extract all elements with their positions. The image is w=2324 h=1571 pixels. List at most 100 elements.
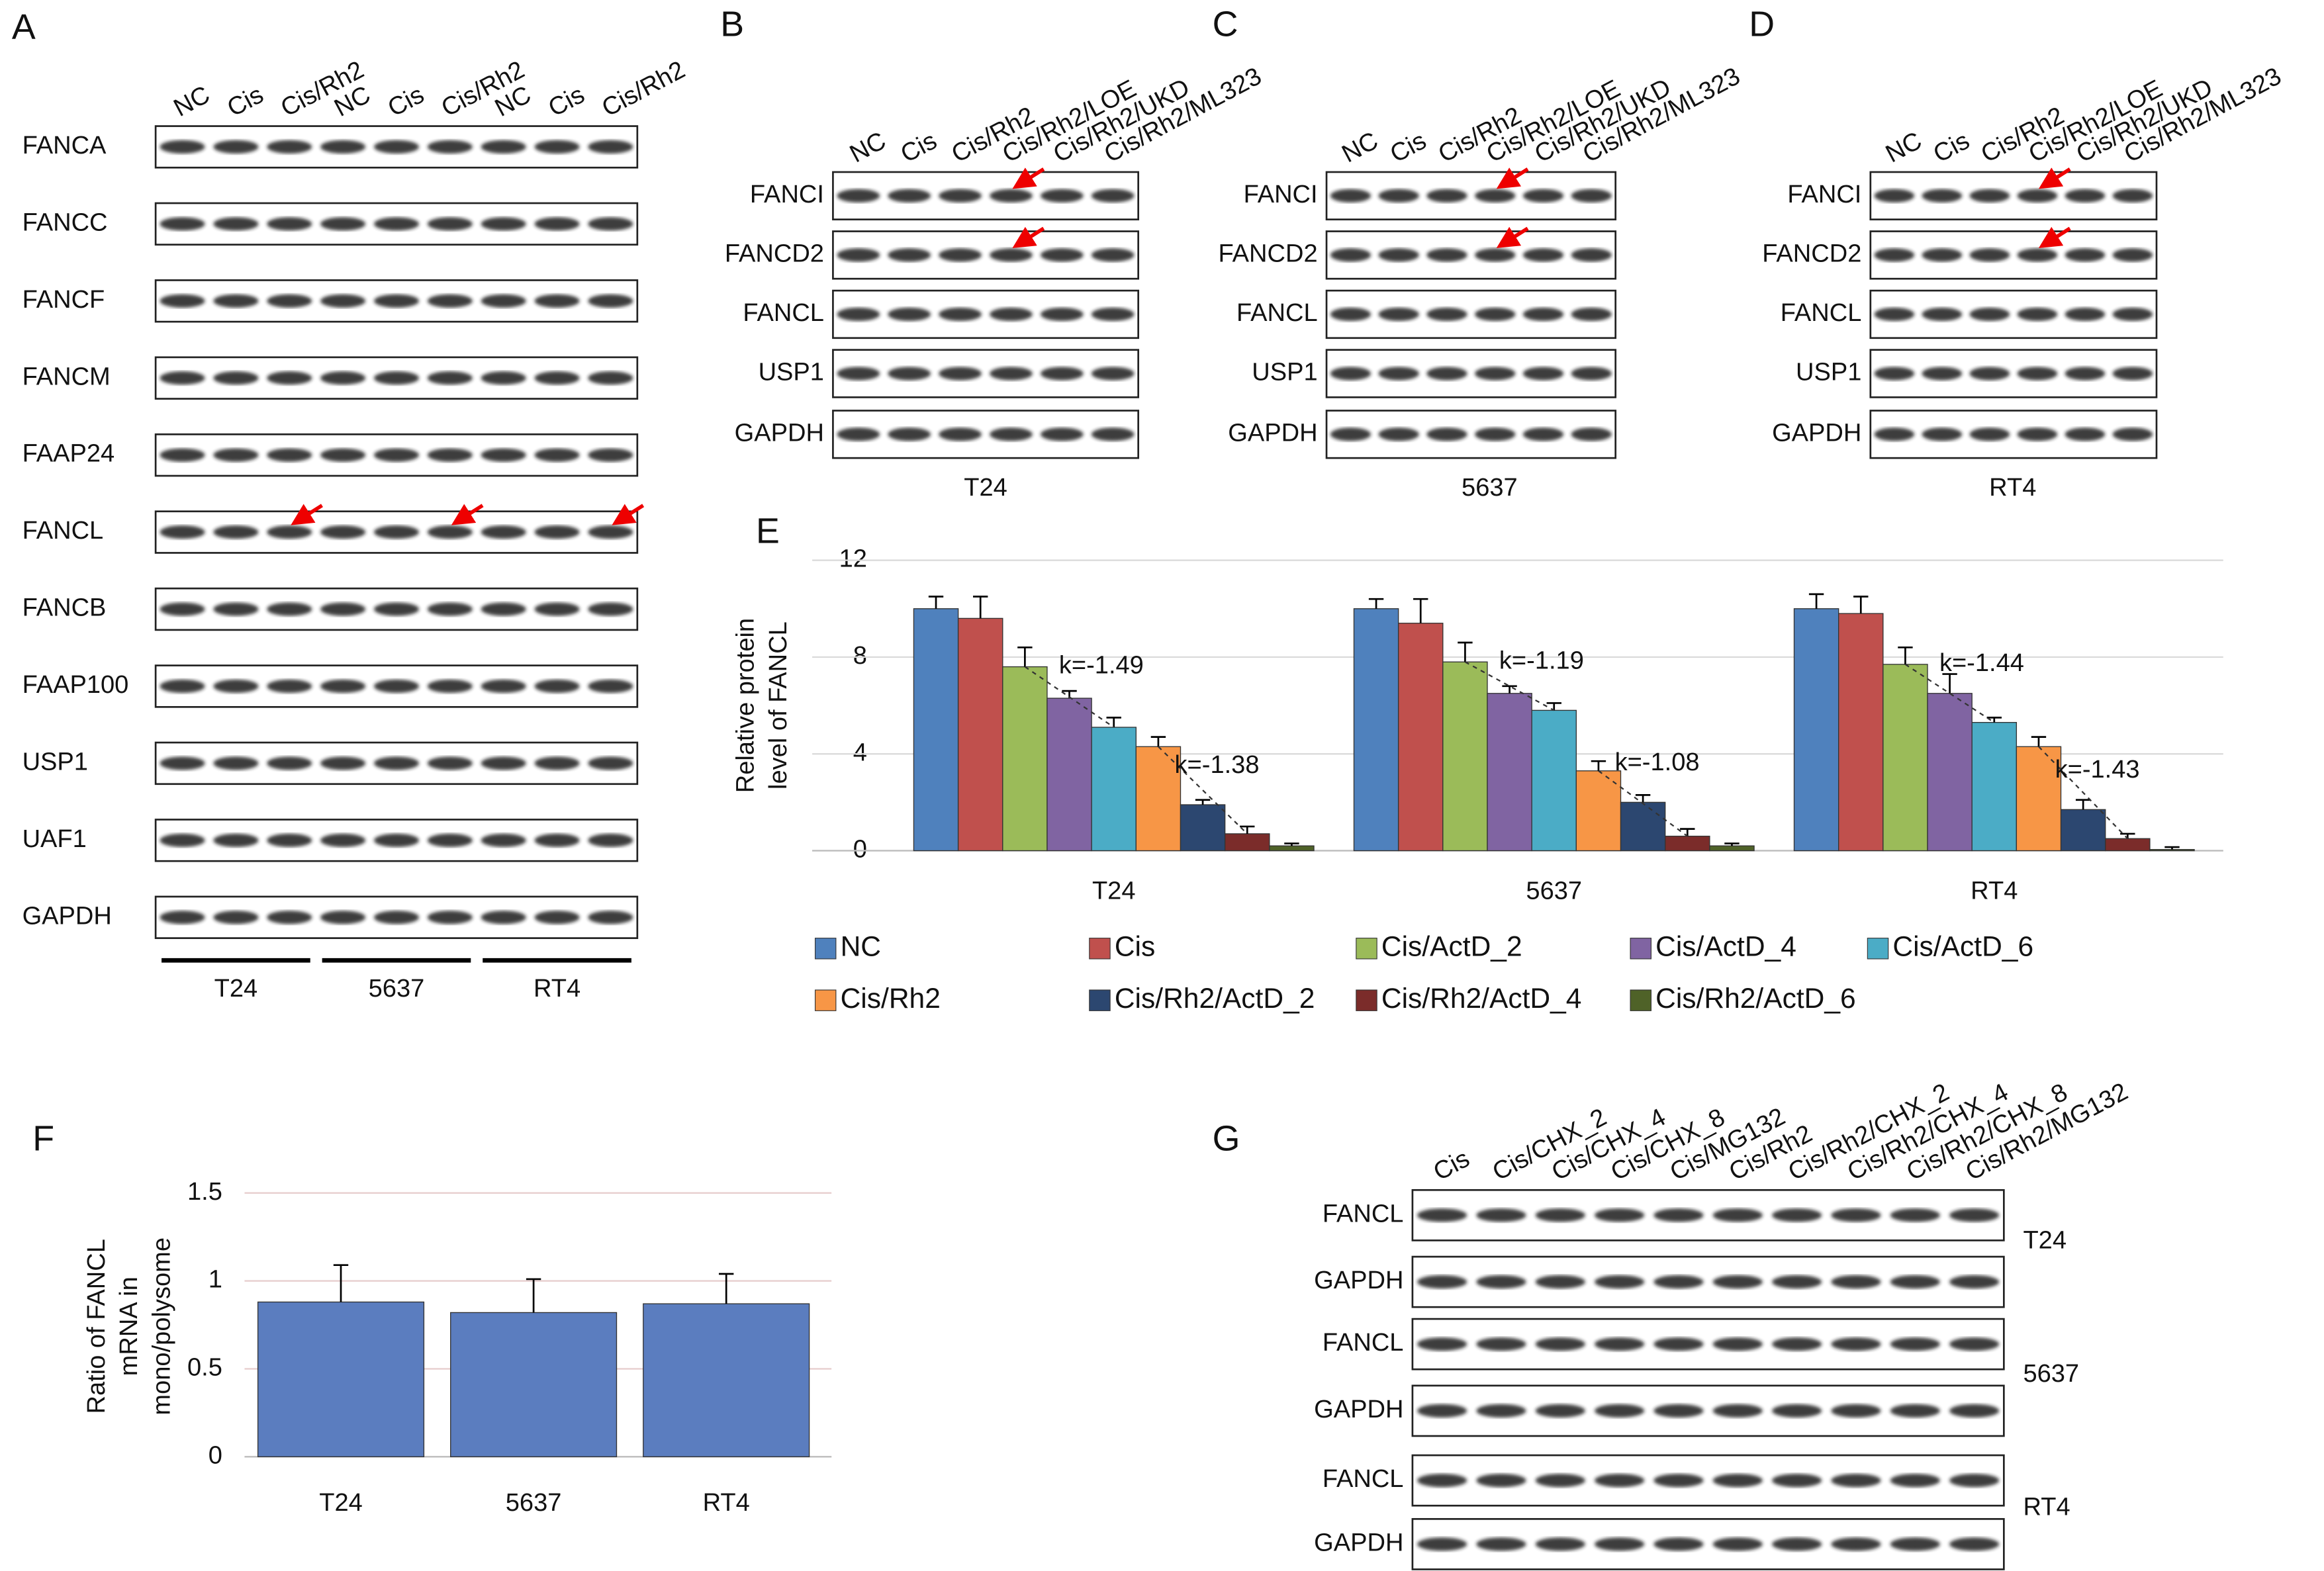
band — [2112, 307, 2153, 322]
band — [213, 525, 259, 539]
bar — [1269, 845, 1315, 852]
band — [1772, 1337, 1822, 1351]
band — [1890, 1337, 1940, 1351]
blot-box — [832, 230, 1140, 280]
band — [939, 189, 982, 202]
annotation: k=-1.44 — [1939, 649, 2024, 677]
band — [160, 371, 205, 385]
band — [267, 602, 312, 616]
band — [1653, 1275, 1704, 1289]
band — [534, 448, 580, 462]
row-label: FANCL — [1781, 299, 1862, 327]
bar — [1487, 693, 1532, 852]
y-tick-label: 8 — [853, 642, 867, 670]
band — [2112, 367, 2153, 381]
row-label: FANCC — [23, 208, 108, 236]
band — [2112, 189, 2153, 202]
lane-label: NC — [1881, 127, 1926, 169]
y-tick-label: 4 — [853, 739, 867, 766]
band — [1041, 248, 1084, 262]
bar — [1882, 664, 1928, 852]
band — [1595, 1404, 1645, 1418]
x-tick-label: RT4 — [1971, 877, 2018, 905]
band — [481, 602, 526, 616]
band — [1041, 367, 1084, 381]
band — [1417, 1275, 1467, 1289]
row-label: GAPDH — [1314, 1396, 1403, 1423]
band — [588, 140, 633, 154]
error-bar — [1413, 598, 1428, 623]
band — [1475, 248, 1516, 262]
annotation: k=-1.08 — [1615, 748, 1700, 776]
group-label: RT4 — [534, 975, 581, 1003]
band — [1969, 427, 2010, 441]
band — [1522, 307, 1564, 322]
band — [481, 448, 526, 462]
y-tick-label: 1.5 — [187, 1178, 222, 1206]
band — [160, 294, 205, 308]
annotation: k=-1.49 — [1059, 652, 1144, 680]
error-bar — [1368, 598, 1384, 609]
y-axis-label: Ratio of FANCL mRNA in mono/polysome — [83, 1237, 176, 1415]
band — [1571, 307, 1612, 322]
bar — [957, 617, 1003, 852]
band — [1330, 427, 1371, 441]
lane-label: Cis — [1929, 127, 1974, 169]
band — [1653, 1337, 1704, 1351]
bar — [1793, 608, 1839, 852]
band — [1378, 427, 1419, 441]
band — [374, 833, 419, 847]
band — [588, 833, 633, 847]
blot-box — [832, 289, 1140, 339]
band — [1772, 1537, 1822, 1551]
band — [588, 602, 633, 616]
band — [1949, 1208, 2000, 1222]
band — [1653, 1537, 1704, 1551]
bar — [2060, 809, 2106, 852]
y-axis-label-line: level of FANCL — [765, 621, 792, 789]
lane-label: NC — [1338, 127, 1383, 169]
legend-label: Cis/ActD_2 — [1381, 931, 1522, 963]
blot-box — [1869, 230, 2158, 280]
arrow — [1012, 226, 1045, 248]
band — [1653, 1404, 1704, 1418]
band — [1874, 367, 1915, 381]
lane-label: Cis — [223, 81, 268, 122]
row-label: UAF1 — [23, 825, 87, 853]
band — [481, 833, 526, 847]
row-label: USP1 — [1252, 359, 1317, 386]
band — [1426, 427, 1467, 441]
panel-letter: E — [756, 512, 780, 551]
band — [374, 140, 419, 154]
band — [427, 371, 473, 385]
band — [939, 248, 982, 262]
trend-line — [1464, 661, 1555, 711]
band — [1571, 367, 1612, 381]
y-tick-label: 12 — [839, 545, 867, 573]
blot-box — [1325, 230, 1617, 280]
arrow — [451, 504, 484, 525]
y-axis-label-line: Relative protein — [732, 618, 760, 793]
legend-swatch — [1356, 989, 1377, 1011]
band — [374, 448, 419, 462]
band — [534, 833, 580, 847]
band — [1330, 307, 1371, 322]
legend-swatch — [1089, 989, 1111, 1011]
band — [1922, 307, 1963, 322]
band — [534, 525, 580, 539]
band — [588, 294, 633, 308]
row-label: FANCA — [23, 132, 107, 159]
band — [588, 679, 633, 694]
row-label: FAAP24 — [23, 440, 115, 468]
band — [1091, 248, 1135, 262]
band — [1476, 1275, 1526, 1289]
band — [588, 371, 633, 385]
error-bar — [1591, 760, 1606, 771]
band — [427, 756, 473, 770]
band — [1922, 367, 1963, 381]
blot-box — [1325, 289, 1617, 339]
band — [2065, 367, 2106, 381]
band — [1330, 189, 1371, 202]
panel-letter: F — [32, 1119, 54, 1159]
band — [1426, 248, 1467, 262]
